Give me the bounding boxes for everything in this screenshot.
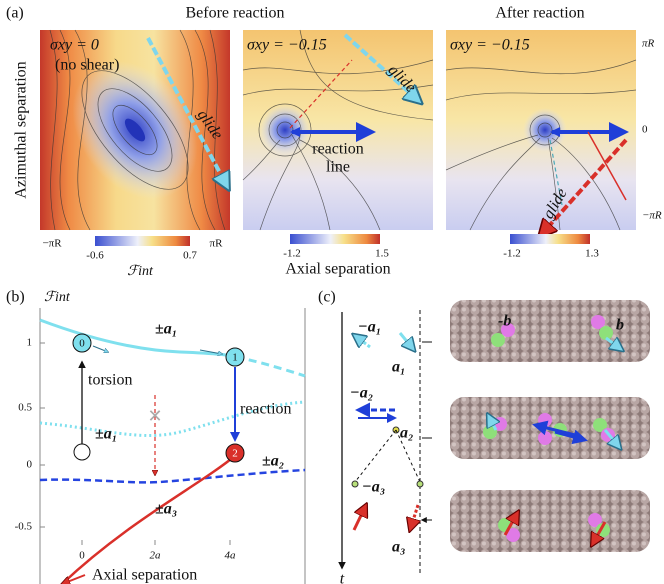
annotation: reaction [240, 401, 292, 418]
move-label: ±a₃ [155, 501, 177, 518]
colorbar-title: ℱint [127, 264, 154, 279]
contour-map: σxy = −0.15 glide reaction line [243, 30, 433, 230]
panel-a: (a) Before reaction After reaction Azimu… [6, 5, 662, 280]
nanotube: -b b [450, 300, 650, 362]
panel-label: (b) [6, 289, 25, 306]
annotation: line [326, 159, 350, 176]
svg-text:✕: ✕ [147, 406, 162, 426]
x-tick-label: 4a [225, 550, 237, 562]
nanotube [450, 397, 650, 459]
colorbar-label: -1.2 [283, 248, 300, 260]
node-label: 1 [232, 352, 238, 364]
contour-map: σxy = 0 (no shear) glide [40, 30, 230, 230]
panel-label: (c) [318, 289, 336, 306]
colorbar-label: 1.5 [375, 248, 389, 260]
y-tick-label: -0.5 [15, 521, 33, 533]
y-tick-label: −πR [642, 210, 662, 222]
y-tick-label: 1 [27, 337, 33, 349]
y-tick-label: 0 [642, 124, 648, 136]
panel-label: (a) [6, 5, 24, 22]
colorbar-label: 1.3 [585, 248, 599, 260]
axis-label: ℱint [44, 290, 71, 305]
y-tick-label: πR [642, 38, 655, 50]
heading: After reaction [495, 5, 584, 22]
shear-label: σxy = −0.15 [247, 37, 327, 54]
burgers-label: b [616, 317, 624, 334]
step-label: a₃ [392, 539, 406, 556]
colorbar-label: 0.7 [183, 250, 197, 262]
step-label: −a₃ [362, 479, 385, 496]
step-label: a₁ [392, 359, 406, 376]
move-label: ±a₁ [155, 321, 177, 338]
shear-label: σxy = −0.15 [450, 37, 530, 54]
axis-label: Axial separation [285, 261, 390, 278]
panel-c: (c) t −a₁ a₁ −a₂ a₂ −a₃ a₃ -b b [318, 289, 650, 584]
burgers-label: -b [498, 313, 511, 330]
colorbar [95, 236, 190, 246]
heading: Before reaction [185, 5, 284, 22]
y-tick-label: 0 [27, 459, 33, 471]
figure: (a) Before reaction After reaction Azimu… [0, 0, 664, 584]
contour-map: σxy = −0.15 glide [446, 30, 636, 236]
axis-label: Axial separation [92, 567, 197, 584]
move-label: ±a₂ [262, 453, 284, 470]
move-label: ±a₁ [95, 426, 117, 443]
step-label: −a₂ [350, 385, 373, 402]
panel-b: (b) ℱint 1 0.5 0 -0.5 0 2a 4a ✕ 0 1 2 to… [6, 289, 305, 584]
colorbar-label: -1.2 [503, 248, 520, 260]
colorbar-label: -0.6 [86, 250, 104, 262]
step-label: −a₁ [358, 319, 381, 336]
x-tick-label: 0 [79, 550, 85, 562]
step-label: a₂ [400, 425, 414, 442]
shear-label: σxy = 0 [50, 37, 99, 54]
x-tick-label: −πR [42, 238, 62, 250]
annotation: torsion [88, 372, 132, 389]
colorbar [510, 234, 590, 244]
x-tick-label: πR [210, 238, 224, 250]
axis-label: Azimuthal separation [13, 61, 30, 198]
y-tick-label: 0.5 [18, 402, 32, 414]
node-label: 2 [232, 448, 238, 460]
colorbar [290, 234, 380, 244]
node-label: 0 [79, 338, 85, 350]
axis-label: t [340, 571, 345, 584]
annotation: reaction [312, 141, 364, 158]
note: (no shear) [55, 57, 119, 74]
x-tick-label: 2a [150, 550, 162, 562]
nanotube [450, 490, 650, 552]
